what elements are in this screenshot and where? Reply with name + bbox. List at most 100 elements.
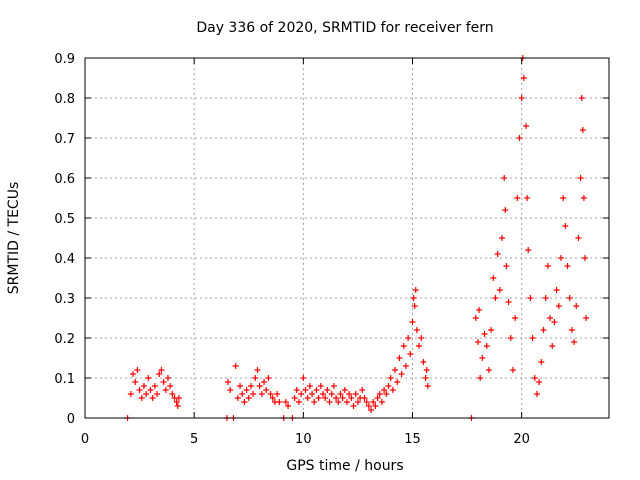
data-point [160, 379, 167, 385]
data-point [413, 327, 420, 333]
data-point [151, 383, 158, 389]
data-point [302, 387, 309, 393]
data-point [258, 391, 265, 397]
data-point [407, 351, 414, 357]
data-point [411, 303, 418, 309]
data-point [237, 383, 244, 389]
data-point [410, 295, 417, 301]
data-point [250, 391, 257, 397]
data-point [392, 367, 399, 373]
data-point [472, 315, 479, 321]
data-point [485, 367, 492, 373]
data-point [337, 391, 344, 397]
data-point [276, 399, 283, 405]
data-point [335, 399, 342, 405]
data-point [577, 175, 584, 181]
data-point [378, 399, 385, 405]
data-point [306, 383, 313, 389]
data-point [523, 123, 530, 129]
data-point [527, 295, 534, 301]
data-point [571, 339, 578, 345]
data-point [385, 383, 392, 389]
data-point [227, 387, 234, 393]
data-point [285, 403, 292, 409]
data-point [350, 403, 357, 409]
y-tick-label: 0.1 [54, 372, 75, 387]
data-point [149, 395, 156, 401]
data-point [578, 95, 585, 101]
data-point [374, 395, 381, 401]
data-point [154, 391, 161, 397]
data-point [396, 355, 403, 361]
data-point [475, 339, 481, 345]
data-point [412, 287, 419, 293]
data-point [505, 299, 512, 305]
x-tick-label: 5 [190, 432, 198, 447]
data-point [261, 379, 268, 385]
data-point [423, 367, 430, 373]
y-tick-label: 0.5 [54, 212, 75, 227]
data-point [416, 343, 423, 349]
data-point [502, 207, 509, 213]
data-point [488, 327, 495, 333]
data-point [232, 363, 239, 369]
data-point [263, 387, 270, 393]
data-point [529, 335, 536, 341]
data-point [551, 319, 558, 325]
data-point [555, 303, 562, 309]
data-point [376, 391, 383, 397]
data-point [405, 335, 412, 341]
data-point [494, 251, 501, 257]
data-point [422, 375, 429, 381]
data-point [252, 375, 259, 381]
data-point [544, 263, 551, 269]
data-point [524, 195, 531, 201]
data-point [549, 343, 556, 349]
data-point [531, 375, 538, 381]
data-point [501, 175, 508, 181]
data-point [492, 295, 499, 301]
y-axis-label: SRMTID / TECUs [6, 182, 22, 295]
data-point [164, 375, 171, 381]
data-point [536, 379, 543, 385]
data-point [243, 387, 250, 393]
data-point [282, 399, 289, 405]
x-tick-label: 15 [404, 432, 421, 447]
data-point [311, 399, 318, 405]
y-tick-label: 0.3 [54, 292, 75, 307]
data-point [265, 375, 272, 381]
y-tick-label: 0.9 [54, 52, 75, 67]
data-point [295, 399, 302, 405]
data-point [361, 395, 368, 401]
data-point [490, 275, 497, 281]
data-point [566, 295, 573, 301]
data-point [547, 315, 554, 321]
data-point [568, 327, 575, 333]
data-point [324, 387, 331, 393]
data-point [499, 235, 506, 241]
y-tick-label: 0.6 [54, 172, 75, 187]
data-point [138, 395, 145, 401]
data-point [512, 315, 519, 321]
data-point [241, 399, 248, 405]
data-point [579, 127, 586, 133]
data-points [124, 55, 590, 421]
data-point [169, 391, 176, 397]
data-point [496, 287, 503, 293]
data-point [553, 287, 560, 293]
data-point [174, 403, 181, 409]
data-point [143, 391, 150, 397]
data-point [162, 387, 169, 393]
y-tick-label: 0 [67, 412, 75, 427]
data-point [245, 395, 252, 401]
data-point [158, 367, 165, 373]
data-point [424, 383, 431, 389]
grid [85, 58, 609, 418]
data-point [418, 335, 425, 341]
y-tick-label: 0.4 [54, 252, 75, 267]
data-point [538, 359, 545, 365]
data-point [269, 395, 276, 401]
data-point [127, 391, 134, 397]
data-point [509, 367, 516, 373]
